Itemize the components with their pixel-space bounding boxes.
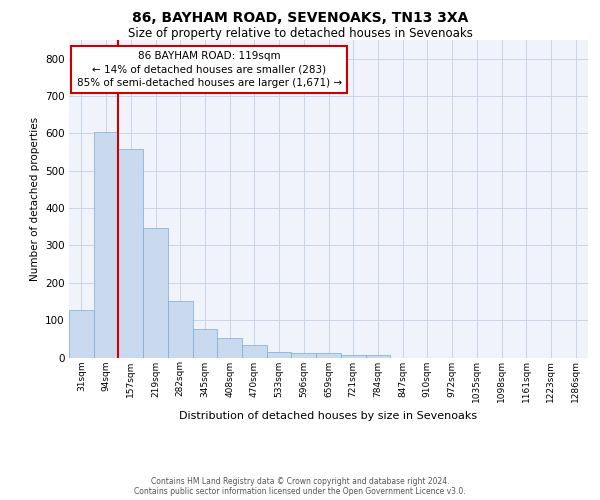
Bar bbox=[267, 352, 292, 358]
Text: 86 BAYHAM ROAD: 119sqm
← 14% of detached houses are smaller (283)
85% of semi-de: 86 BAYHAM ROAD: 119sqm ← 14% of detached… bbox=[77, 51, 341, 88]
Bar bbox=[69, 310, 94, 358]
Text: Size of property relative to detached houses in Sevenoaks: Size of property relative to detached ho… bbox=[128, 28, 472, 40]
Bar bbox=[242, 345, 267, 358]
Text: Contains HM Land Registry data © Crown copyright and database right 2024.
Contai: Contains HM Land Registry data © Crown c… bbox=[134, 476, 466, 496]
Bar bbox=[94, 132, 118, 358]
Bar bbox=[365, 354, 390, 358]
Bar bbox=[118, 149, 143, 358]
Bar bbox=[143, 228, 168, 358]
X-axis label: Distribution of detached houses by size in Sevenoaks: Distribution of detached houses by size … bbox=[179, 410, 478, 420]
Bar bbox=[316, 352, 341, 358]
Bar bbox=[341, 355, 365, 358]
Bar bbox=[292, 352, 316, 358]
Bar bbox=[217, 338, 242, 357]
Bar bbox=[168, 302, 193, 358]
Text: 86, BAYHAM ROAD, SEVENOAKS, TN13 3XA: 86, BAYHAM ROAD, SEVENOAKS, TN13 3XA bbox=[132, 11, 468, 25]
Bar bbox=[193, 330, 217, 357]
Y-axis label: Number of detached properties: Number of detached properties bbox=[29, 116, 40, 281]
